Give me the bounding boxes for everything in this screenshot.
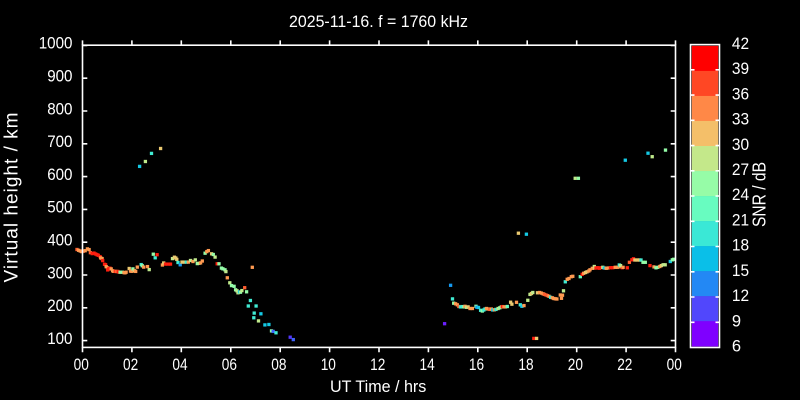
svg-text:06: 06 [222,356,237,374]
svg-text:1000: 1000 [39,35,73,53]
svg-text:04: 04 [172,356,187,374]
svg-text:600: 600 [47,166,72,184]
svg-text:500: 500 [47,199,72,217]
svg-text:UT Time / hrs: UT Time / hrs [330,377,426,396]
svg-text:2025-11-16. f = 1760 kHz: 2025-11-16. f = 1760 kHz [289,13,468,31]
svg-text:SNR / dB: SNR / dB [750,162,770,227]
svg-text:Virtual height / km: Virtual height / km [2,113,23,283]
svg-text:300: 300 [47,264,72,282]
svg-text:18: 18 [732,237,749,255]
svg-text:42: 42 [732,35,749,53]
svg-text:14: 14 [420,356,435,374]
svg-text:12: 12 [732,287,749,305]
svg-text:100: 100 [47,330,72,348]
svg-text:800: 800 [47,100,72,118]
svg-text:10: 10 [321,356,336,374]
svg-text:27: 27 [732,161,749,179]
svg-text:22: 22 [617,356,632,374]
svg-text:33: 33 [732,111,749,129]
svg-text:36: 36 [732,85,749,103]
svg-text:400: 400 [47,232,72,250]
svg-text:00: 00 [667,356,682,374]
svg-text:12: 12 [370,356,385,374]
svg-text:16: 16 [469,356,484,374]
svg-text:6: 6 [732,338,741,356]
svg-text:30: 30 [732,136,749,154]
svg-text:02: 02 [123,356,138,374]
svg-text:18: 18 [518,356,533,374]
svg-text:9: 9 [732,313,741,331]
svg-text:700: 700 [47,133,72,151]
svg-text:900: 900 [47,68,72,86]
svg-text:24: 24 [732,186,749,204]
svg-text:00: 00 [74,356,89,374]
svg-text:200: 200 [47,297,72,315]
svg-text:21: 21 [732,212,749,230]
svg-text:15: 15 [732,262,749,280]
svg-text:20: 20 [568,356,583,374]
svg-text:08: 08 [271,356,286,374]
svg-text:39: 39 [732,60,749,78]
